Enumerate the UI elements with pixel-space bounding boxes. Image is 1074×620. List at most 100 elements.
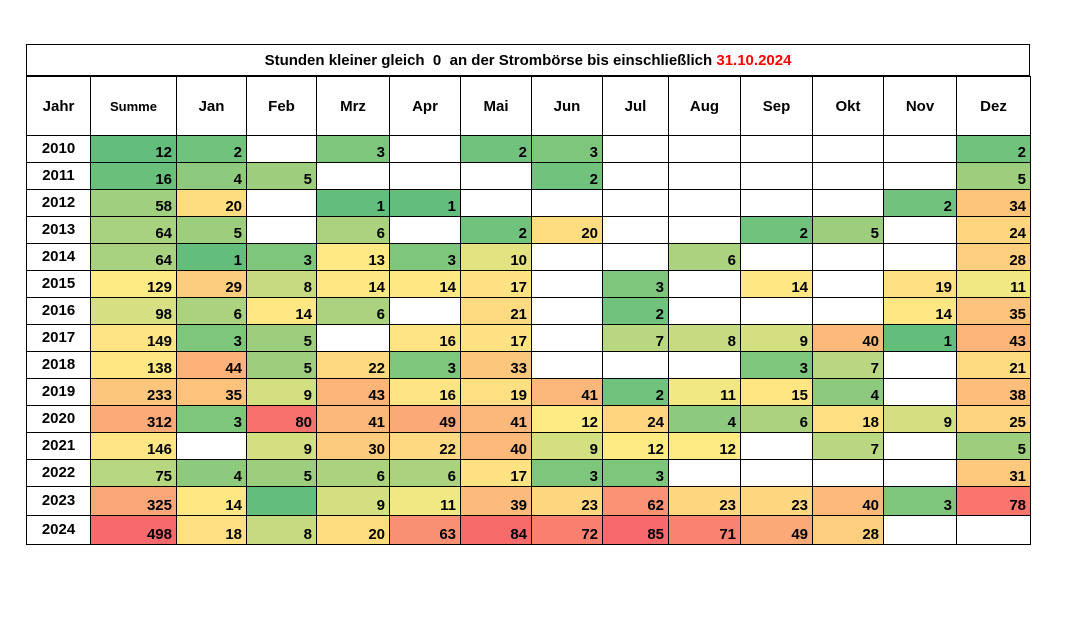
month-cell-jul: 3 — [602, 270, 669, 298]
month-cell-mai: 17 — [460, 459, 532, 487]
sum-cell: 498 — [90, 515, 177, 545]
month-cell-feb: 5 — [246, 162, 317, 190]
month-cell-mrz: 22 — [316, 351, 390, 379]
month-cell-feb: 8 — [246, 515, 317, 545]
month-cell-nov: 3 — [883, 486, 957, 516]
month-cell-jul: 62 — [602, 486, 669, 516]
month-cell-feb: 9 — [246, 378, 317, 406]
month-cell-jan: 35 — [176, 378, 247, 406]
month-cell-mrz: 6 — [316, 216, 390, 244]
month-cell-jul: 2 — [602, 378, 669, 406]
month-cell-okt: 18 — [812, 405, 884, 433]
month-cell-mrz — [316, 162, 390, 190]
sum-cell: 16 — [90, 162, 177, 190]
month-cell-dez: 35 — [956, 297, 1031, 325]
month-cell-apr: 22 — [389, 432, 461, 460]
table-title: Stunden kleiner gleich 0 an der Strombör… — [26, 44, 1030, 76]
month-cell-nov — [883, 515, 957, 545]
year-cell: 2023 — [26, 486, 91, 516]
month-cell-mrz: 14 — [316, 270, 390, 298]
month-cell-jun — [531, 189, 603, 217]
month-cell-jan: 4 — [176, 459, 247, 487]
month-cell-aug — [668, 297, 741, 325]
month-cell-mai: 39 — [460, 486, 532, 516]
month-cell-jan — [176, 432, 247, 460]
month-cell-aug: 8 — [668, 324, 741, 352]
header-feb: Feb — [246, 76, 317, 136]
month-cell-jun — [531, 297, 603, 325]
month-cell-mai: 17 — [460, 270, 532, 298]
month-cell-apr: 63 — [389, 515, 461, 545]
sum-cell: 312 — [90, 405, 177, 433]
month-cell-jun — [531, 270, 603, 298]
month-cell-okt: 40 — [812, 324, 884, 352]
month-cell-sep: 9 — [740, 324, 813, 352]
month-cell-okt: 40 — [812, 486, 884, 516]
month-cell-mrz — [316, 324, 390, 352]
month-cell-mai: 19 — [460, 378, 532, 406]
month-cell-jun: 41 — [531, 378, 603, 406]
month-cell-okt: 7 — [812, 432, 884, 460]
month-cell-nov — [883, 459, 957, 487]
month-cell-dez: 28 — [956, 243, 1031, 271]
spreadsheet: Stunden kleiner gleich 0 an der Strombör… — [26, 44, 1031, 545]
month-cell-jan: 6 — [176, 297, 247, 325]
month-cell-okt — [812, 189, 884, 217]
month-cell-aug: 12 — [668, 432, 741, 460]
header-jan: Jan — [176, 76, 247, 136]
year-cell: 2022 — [26, 459, 91, 487]
month-cell-jan: 2 — [176, 135, 247, 163]
month-cell-feb — [246, 216, 317, 244]
month-cell-aug — [668, 216, 741, 244]
month-cell-jun — [531, 243, 603, 271]
month-cell-apr: 3 — [389, 351, 461, 379]
month-cell-mrz: 41 — [316, 405, 390, 433]
month-cell-nov — [883, 162, 957, 190]
month-cell-mai: 10 — [460, 243, 532, 271]
month-cell-sep — [740, 162, 813, 190]
month-cell-dez: 11 — [956, 270, 1031, 298]
month-cell-jun: 3 — [531, 459, 603, 487]
month-cell-apr: 16 — [389, 378, 461, 406]
month-cell-dez: 25 — [956, 405, 1031, 433]
year-cell: 2017 — [26, 324, 91, 352]
month-cell-jul — [602, 351, 669, 379]
sum-cell: 149 — [90, 324, 177, 352]
month-cell-jul — [602, 189, 669, 217]
header-okt: Okt — [812, 76, 884, 136]
month-cell-feb: 9 — [246, 432, 317, 460]
month-cell-jan: 1 — [176, 243, 247, 271]
month-cell-jun: 3 — [531, 135, 603, 163]
month-cell-nov: 19 — [883, 270, 957, 298]
month-cell-mrz: 3 — [316, 135, 390, 163]
month-cell-dez: 38 — [956, 378, 1031, 406]
year-cell: 2016 — [26, 297, 91, 325]
header-sep: Sep — [740, 76, 813, 136]
month-cell-dez: 21 — [956, 351, 1031, 379]
month-cell-jul — [602, 216, 669, 244]
table-row: 2018 138 44 5 22 3 33 3 7 21 — [26, 351, 1031, 379]
month-cell-aug: 4 — [668, 405, 741, 433]
table-row: 2011 16 4 5 2 5 — [26, 162, 1031, 190]
month-cell-mai: 21 — [460, 297, 532, 325]
month-cell-apr — [389, 162, 461, 190]
sum-cell: 64 — [90, 243, 177, 271]
month-cell-dez: 34 — [956, 189, 1031, 217]
month-cell-okt: 28 — [812, 515, 884, 545]
year-cell: 2024 — [26, 515, 91, 545]
title-date: 31.10.2024 — [716, 51, 792, 69]
table-row: 2012 58 20 1 1 2 34 — [26, 189, 1031, 217]
month-cell-jan: 18 — [176, 515, 247, 545]
month-cell-mai: 84 — [460, 515, 532, 545]
month-cell-apr — [389, 297, 461, 325]
month-cell-jan: 4 — [176, 162, 247, 190]
month-cell-jun: 9 — [531, 432, 603, 460]
month-cell-jan: 29 — [176, 270, 247, 298]
month-cell-jan: 5 — [176, 216, 247, 244]
table-row: 2013 64 5 6 2 20 2 5 24 — [26, 216, 1031, 244]
month-cell-feb — [246, 189, 317, 217]
month-cell-feb — [246, 486, 317, 516]
month-cell-apr: 1 — [389, 189, 461, 217]
header-mrz: Mrz — [316, 76, 390, 136]
month-cell-dez: 5 — [956, 432, 1031, 460]
